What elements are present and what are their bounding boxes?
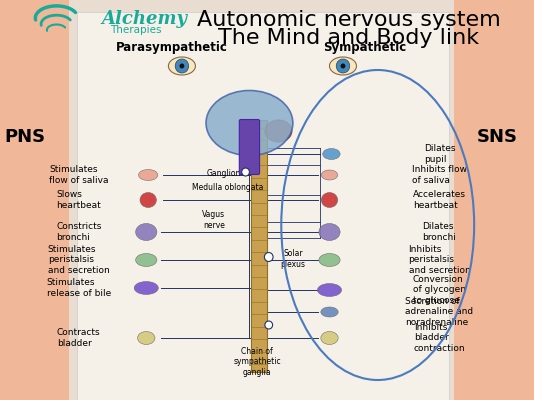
Text: Therapies: Therapies	[109, 25, 161, 35]
Text: Conversion
of glycogen
to glucose: Conversion of glycogen to glucose	[413, 275, 466, 305]
Text: The Mind and Body link: The Mind and Body link	[218, 28, 480, 48]
Text: Alchemy: Alchemy	[102, 10, 188, 28]
Ellipse shape	[140, 192, 156, 208]
Text: Medulla oblongata: Medulla oblongata	[192, 184, 263, 192]
Ellipse shape	[136, 224, 157, 240]
Ellipse shape	[321, 332, 338, 344]
Text: Stimulates
release of bile: Stimulates release of bile	[46, 278, 111, 298]
Ellipse shape	[264, 252, 273, 262]
Ellipse shape	[138, 332, 155, 344]
Ellipse shape	[265, 120, 292, 142]
Ellipse shape	[321, 307, 338, 317]
FancyBboxPatch shape	[239, 120, 260, 174]
Text: PNS: PNS	[4, 128, 45, 146]
Text: Vagus
nerve: Vagus nerve	[202, 210, 225, 230]
Text: Inhibits flow
of saliva: Inhibits flow of saliva	[412, 165, 467, 185]
Ellipse shape	[242, 168, 249, 176]
Text: Constricts
bronchi: Constricts bronchi	[56, 222, 101, 242]
Text: Slows
heartbeat: Slows heartbeat	[57, 190, 101, 210]
Ellipse shape	[319, 254, 340, 266]
Text: Secretion of
adrenaline and
noradrenaline: Secretion of adrenaline and noradrenalin…	[405, 297, 474, 327]
Ellipse shape	[206, 90, 293, 156]
Text: Parasympathetic: Parasympathetic	[116, 42, 228, 54]
Ellipse shape	[321, 170, 337, 180]
Text: Sympathetic: Sympathetic	[324, 42, 407, 54]
Ellipse shape	[341, 64, 345, 68]
Ellipse shape	[336, 59, 350, 73]
Ellipse shape	[179, 64, 184, 68]
Ellipse shape	[136, 254, 157, 266]
Ellipse shape	[138, 170, 158, 180]
Text: Stimulates
peristalsis
and secretion: Stimulates peristalsis and secretion	[48, 245, 109, 275]
Bar	[252, 120, 267, 372]
Text: Inhibits
peristalsis
and secretion: Inhibits peristalsis and secretion	[409, 245, 470, 275]
Text: Stimulates
flow of saliva: Stimulates flow of saliva	[49, 165, 108, 185]
Text: Accelerates
heartbeat: Accelerates heartbeat	[413, 190, 466, 210]
Ellipse shape	[319, 224, 340, 240]
Text: Ganglion: Ganglion	[206, 168, 241, 178]
Text: Solar
plexus: Solar plexus	[280, 249, 305, 269]
Ellipse shape	[323, 148, 340, 160]
Text: Inhibits
bladder
contraction: Inhibits bladder contraction	[414, 323, 465, 353]
Ellipse shape	[265, 321, 272, 329]
Text: Dilates
pupil: Dilates pupil	[423, 144, 455, 164]
Ellipse shape	[134, 282, 158, 294]
Text: Chain of
sympathetic
ganglia: Chain of sympathetic ganglia	[233, 347, 281, 377]
Text: Autonomic nervous system: Autonomic nervous system	[197, 10, 501, 30]
Text: Contracts
bladder: Contracts bladder	[57, 328, 100, 348]
Ellipse shape	[321, 192, 337, 208]
Ellipse shape	[175, 59, 189, 73]
Text: SNS: SNS	[477, 128, 518, 146]
Ellipse shape	[329, 57, 357, 75]
Ellipse shape	[168, 57, 195, 75]
Ellipse shape	[317, 284, 342, 296]
Text: Dilates
bronchi: Dilates bronchi	[422, 222, 457, 242]
